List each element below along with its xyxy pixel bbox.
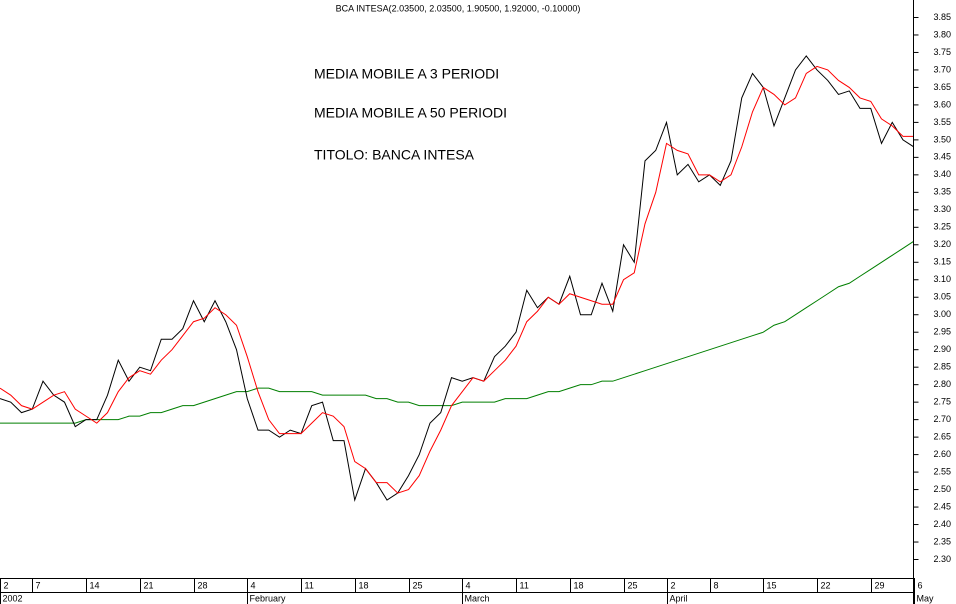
x-tick-label: 22 bbox=[821, 580, 831, 590]
y-tick-label: 3.75 bbox=[934, 47, 952, 57]
month-label: May bbox=[917, 593, 935, 603]
month-label: 2002 bbox=[3, 593, 23, 603]
y-tick-label: 2.50 bbox=[934, 484, 952, 494]
x-tick-label: 14 bbox=[90, 580, 100, 590]
month-label: March bbox=[465, 593, 490, 603]
y-tick-label: 2.85 bbox=[934, 362, 952, 372]
legend-label: MEDIA MOBILE A 3 PERIODI bbox=[314, 66, 499, 82]
y-tick-label: 3.55 bbox=[934, 117, 952, 127]
y-tick-label: 2.95 bbox=[934, 327, 952, 337]
y-tick-label: 3.15 bbox=[934, 257, 952, 267]
y-tick-label: 2.45 bbox=[934, 501, 952, 511]
y-tick-label: 2.90 bbox=[934, 344, 952, 354]
y-tick-label: 3.25 bbox=[934, 222, 952, 232]
y-tick-label: 2.60 bbox=[934, 449, 952, 459]
y-tick-label: 2.70 bbox=[934, 414, 952, 424]
x-tick-label: 21 bbox=[144, 580, 154, 590]
y-tick-label: 3.50 bbox=[934, 134, 952, 144]
x-tick-label: 15 bbox=[767, 580, 777, 590]
month-label: April bbox=[670, 593, 688, 603]
x-tick-label: 25 bbox=[413, 580, 423, 590]
x-tick-label: 18 bbox=[574, 580, 584, 590]
x-tick-label: 11 bbox=[520, 580, 529, 590]
y-tick-label: 2.80 bbox=[934, 379, 952, 389]
y-tick-label: 2.35 bbox=[934, 536, 952, 546]
x-tick-label: 25 bbox=[628, 580, 638, 590]
y-tick-label: 3.10 bbox=[934, 274, 952, 284]
chart-title: BCA INTESA(2.03500, 2.03500, 1.90500, 1.… bbox=[336, 3, 581, 13]
x-tick-label: 11 bbox=[305, 580, 314, 590]
legend-label: MEDIA MOBILE A 50 PERIODI bbox=[314, 105, 507, 121]
x-tick-label: 29 bbox=[875, 580, 885, 590]
y-tick-label: 2.30 bbox=[934, 554, 952, 564]
x-tick-label: 4 bbox=[466, 580, 471, 590]
y-tick-label: 3.80 bbox=[934, 29, 952, 39]
y-tick-label: 3.20 bbox=[934, 239, 952, 249]
x-tick-label: 28 bbox=[198, 580, 208, 590]
y-tick-label: 3.05 bbox=[934, 292, 952, 302]
y-tick-label: 2.75 bbox=[934, 397, 952, 407]
y-tick-label: 3.85 bbox=[934, 12, 952, 22]
series-line bbox=[0, 241, 913, 424]
y-tick-label: 3.45 bbox=[934, 152, 952, 162]
x-tick-label: 7 bbox=[36, 580, 41, 590]
x-tick-label: 6 bbox=[918, 580, 923, 590]
y-tick-label: 3.40 bbox=[934, 169, 952, 179]
y-tick-label: 3.60 bbox=[934, 99, 952, 109]
y-tick-label: 2.55 bbox=[934, 466, 952, 476]
y-tick-label: 3.00 bbox=[934, 309, 952, 319]
plot-area bbox=[0, 55, 913, 503]
y-tick-label: 3.65 bbox=[934, 82, 952, 92]
x-tick-label: 2 bbox=[671, 580, 676, 590]
y-tick-label: 2.65 bbox=[934, 431, 952, 441]
y-tick-label: 3.30 bbox=[934, 204, 952, 214]
legend-label: TITOLO: BANCA INTESA bbox=[314, 147, 475, 163]
month-label: February bbox=[250, 593, 287, 603]
x-tick-label: 18 bbox=[359, 580, 369, 590]
series-line bbox=[0, 55, 913, 503]
y-tick-label: 3.35 bbox=[934, 187, 952, 197]
series-line bbox=[0, 65, 913, 494]
x-tick-label: 8 bbox=[714, 580, 719, 590]
x-tick-label: 2 bbox=[4, 580, 9, 590]
y-tick-label: 2.40 bbox=[934, 519, 952, 529]
y-tick-label: 3.70 bbox=[934, 64, 952, 74]
x-tick-label: 4 bbox=[251, 580, 256, 590]
